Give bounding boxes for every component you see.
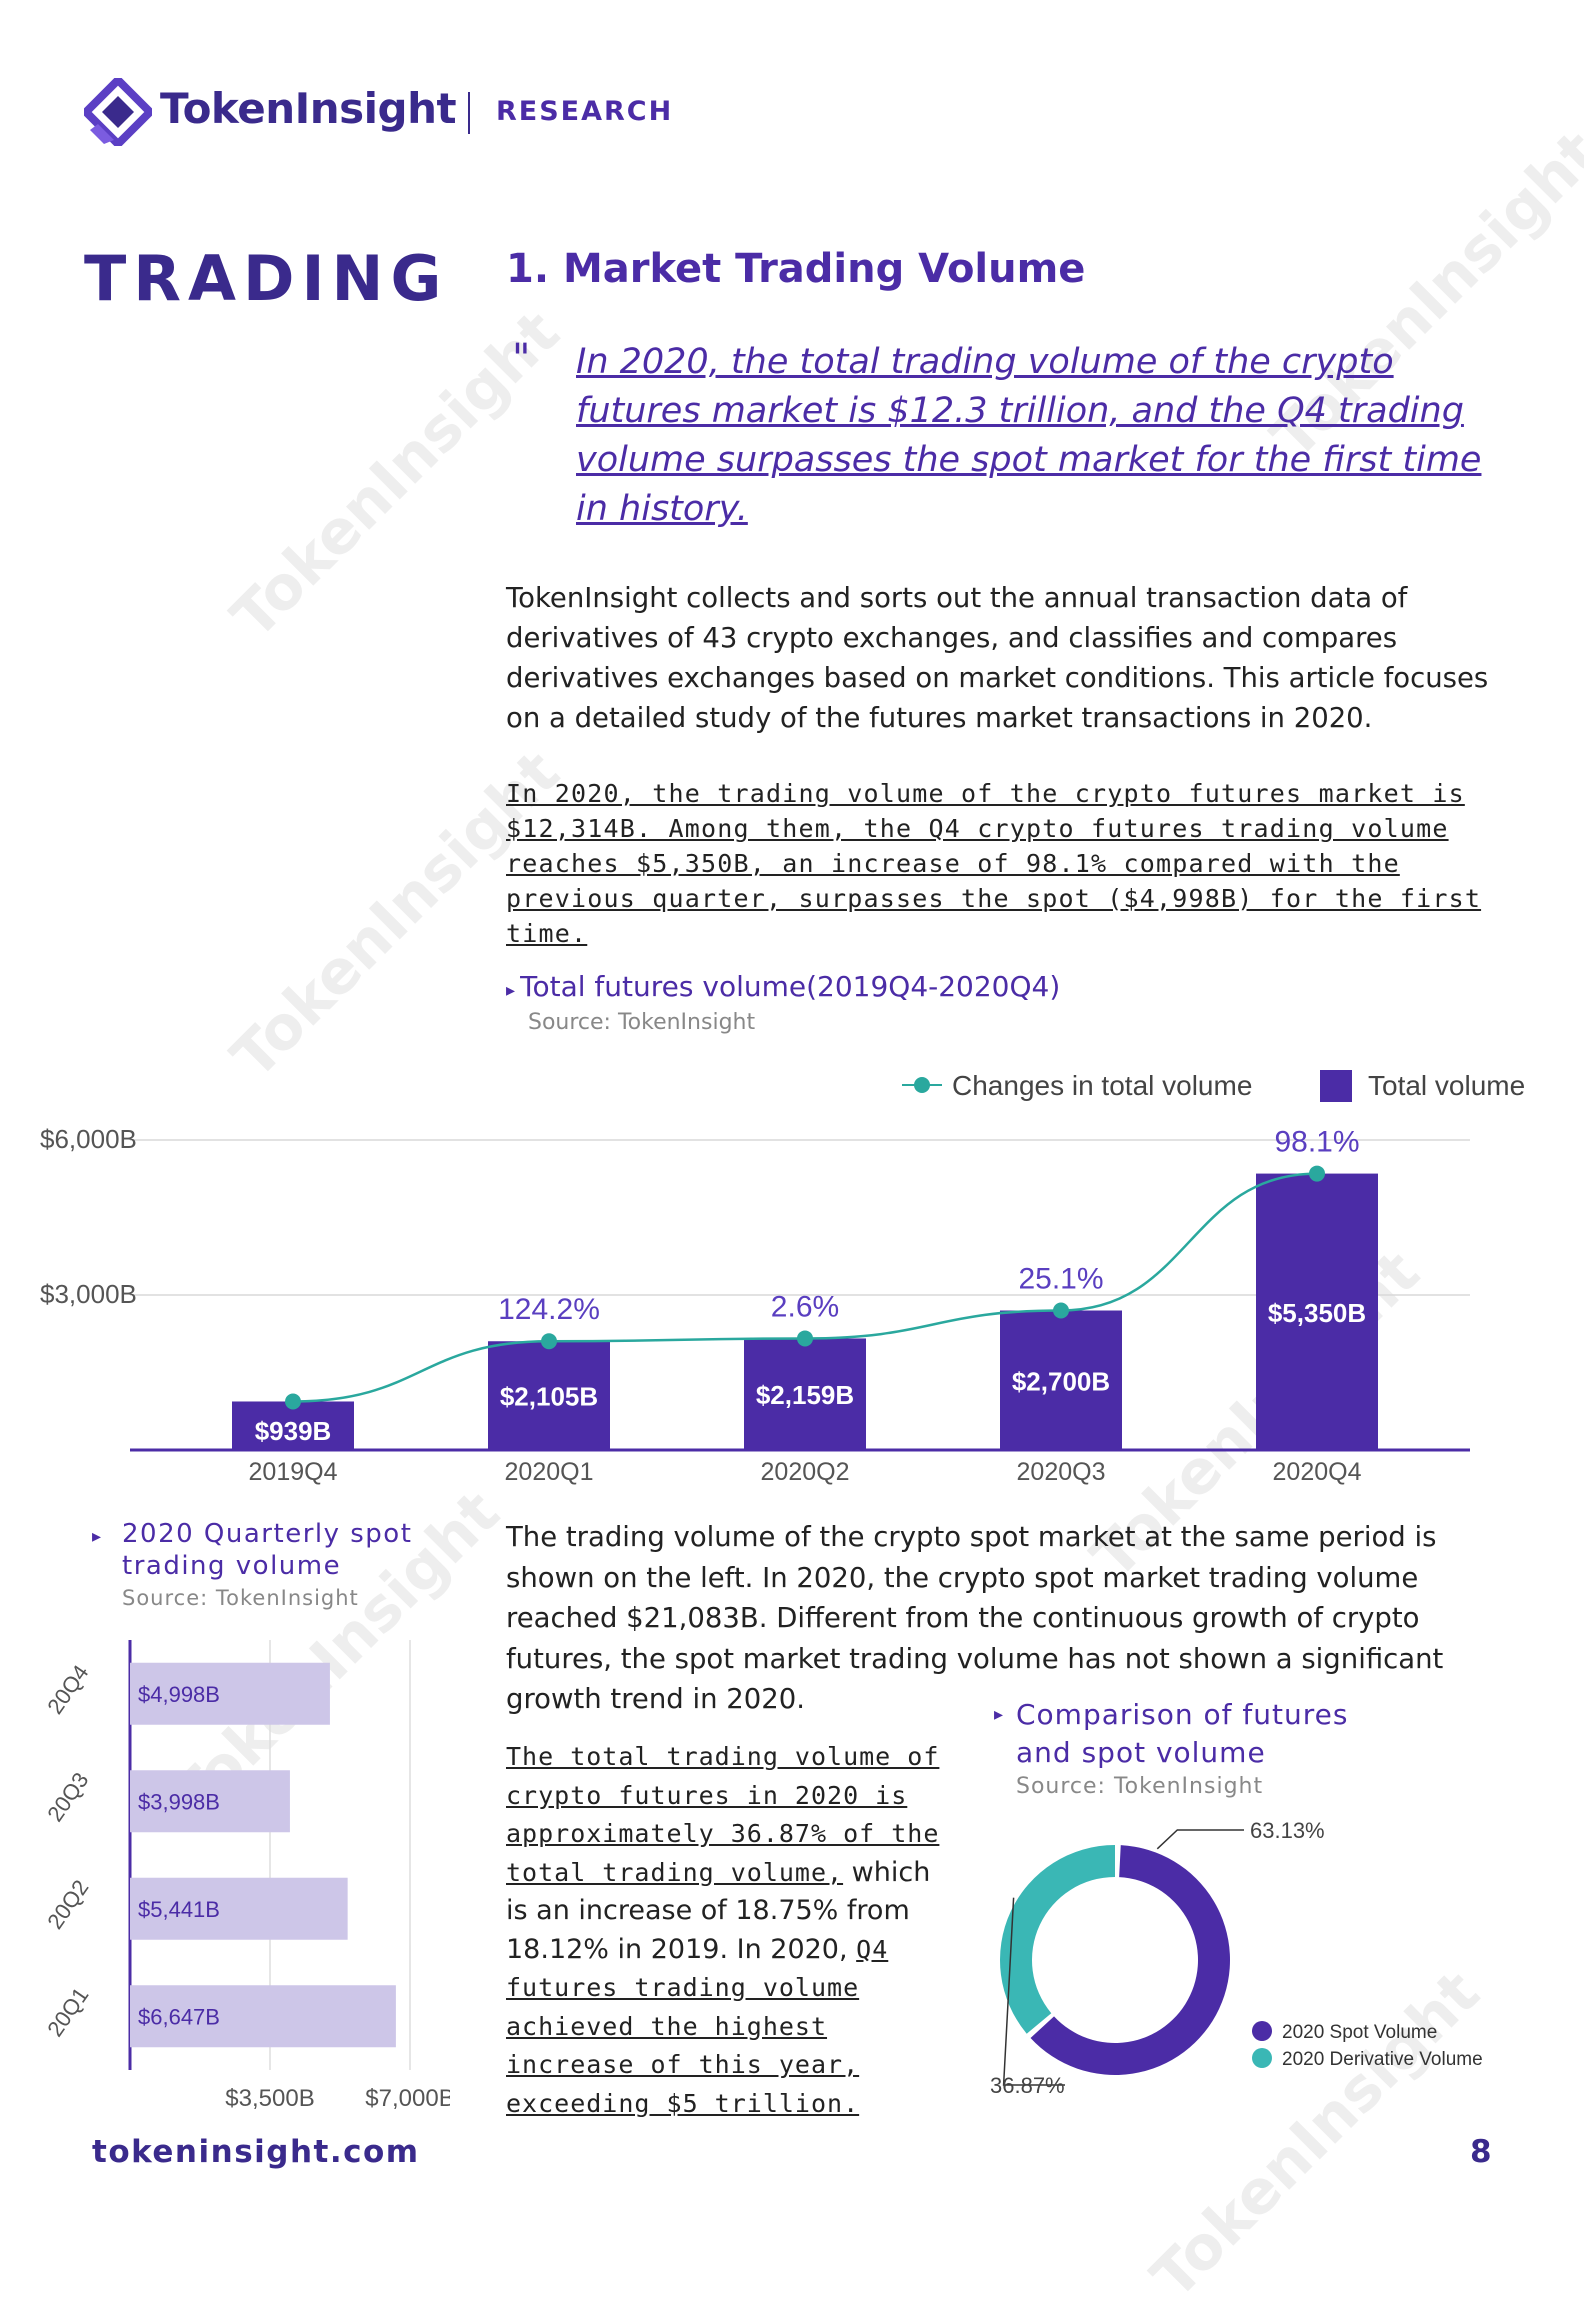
x-tick-label: 2020Q2 (761, 1458, 850, 1486)
y-tick-label: 20Q4 (42, 1660, 93, 1718)
change-value-label: 2.6% (771, 1290, 839, 1323)
intro-paragraph: TokenInsight collects and sorts out the … (506, 582, 1489, 734)
spot-bar (130, 1770, 290, 1833)
futures-bar (232, 1401, 354, 1450)
donut-slice (1030, 1845, 1230, 2075)
spot-bar-label: $4,998B (138, 1682, 220, 1707)
highlight-paragraph: In 2020, the trading volume of the crypt… (506, 779, 1482, 948)
futures-bar (744, 1338, 866, 1450)
legend-label-bar: Total volume (1368, 1070, 1525, 1101)
x-tick-label: 2020Q1 (505, 1458, 594, 1486)
compare-chart-caption: ▸ Comparison of futures and spot volume … (994, 1696, 1394, 1799)
leader-line (1156, 1829, 1244, 1850)
caret-right-icon: ▸ (506, 980, 516, 1001)
section-label: TRADING (84, 242, 449, 315)
brand-subtitle: RESEARCH (496, 96, 674, 127)
quote-mark: " (512, 336, 531, 382)
futures-spot-donut-chart: 63.13% 36.87% 2020 Spot Volume 2020 Deriva… (990, 1818, 1483, 2098)
section-title: 1. Market Trading Volume (506, 246, 1086, 292)
x-tick-label: 2019Q4 (249, 1458, 338, 1486)
comparison-paragraph: The total trading volume of crypto futur… (506, 1738, 946, 2123)
legend-label: 2020 Derivative Volume (1282, 2049, 1483, 2070)
bar-value-label: $2,700B (1012, 1366, 1110, 1396)
comparison-text-2: which is an increase of 18.75% from 18.1… (506, 1856, 931, 1965)
bar-value-label: $2,159B (756, 1380, 854, 1410)
change-point (1309, 1165, 1325, 1182)
y-tick-label: $6,000B (40, 1124, 137, 1154)
change-value-label: 98.1% (1274, 1126, 1359, 1159)
futures-bar (1000, 1310, 1122, 1450)
spot-volume-chart: $3,500B $7,000B $4,998B 20Q4 $3,998B 20Q3 $5,… (42, 1640, 450, 2112)
spot-chart-caption: ▸ 2020 Quarterly spot trading volume Sou… (92, 1518, 472, 1610)
bar-value-label: $2,105B (500, 1382, 598, 1412)
donut-slice (1000, 1845, 1115, 2034)
spot-chart-title: 2020 Quarterly spot trading volume (122, 1519, 413, 1581)
y-tick-label: 20Q3 (42, 1768, 93, 1826)
legend-dot-icon (1252, 2048, 1272, 2068)
x-tick-label: 2020Q3 (1017, 1458, 1106, 1486)
legend-label: 2020 Spot Volume (1282, 2022, 1437, 2043)
change-value-label: 124.2% (498, 1293, 600, 1326)
futures-chart-title: Total futures volume(2019Q4-2020Q4) (520, 970, 1061, 1003)
compare-chart-title: Comparison of futures and spot volume (1016, 1698, 1349, 1769)
spot-bar (130, 1877, 348, 1940)
legend-bar-swatch (1320, 1070, 1352, 1102)
spot-bar-label: $5,441B (138, 1897, 220, 1922)
page-number: 8 (1470, 2134, 1492, 2170)
brand-name: TokenInsight (160, 84, 457, 133)
change-point (285, 1393, 301, 1410)
compare-chart-source: Source: TokenInsight (1016, 1774, 1264, 1799)
futures-chart-source: Source: TokenInsight (528, 1010, 756, 1035)
caret-right-icon: ▸ (92, 1526, 102, 1547)
slice-value-label: 63.13% (1250, 1818, 1325, 1843)
header-divider (468, 92, 470, 134)
spot-bar (130, 1662, 330, 1725)
pull-quote: In 2020, the total trading volume of the… (576, 342, 1482, 529)
bar-value-label: $5,350B (1268, 1298, 1366, 1328)
change-value-label: 25.1% (1018, 1263, 1103, 1296)
y-tick-label: $3,000B (40, 1279, 137, 1309)
spot-bar (130, 1985, 396, 2048)
futures-volume-chart: Changes in total volume Total volume $3,… (40, 1070, 1525, 1486)
spot-chart-source: Source: TokenInsight (122, 1586, 359, 1610)
x-tick-label: $7,000B (365, 2085, 450, 2112)
tokeninsight-logo-icon (84, 78, 152, 146)
slice-value-label: 36.87% (990, 2073, 1065, 2098)
caret-right-icon: ▸ (994, 1704, 1004, 1725)
leader-line (1002, 1897, 1065, 2086)
legend-label-line: Changes in total volume (952, 1070, 1252, 1101)
change-point (541, 1333, 557, 1350)
legend-dot-icon (1252, 2021, 1272, 2041)
spot-market-paragraph: The trading volume of the crypto spot ma… (506, 1521, 1444, 1715)
bar-value-label: $939B (255, 1416, 332, 1446)
x-tick-label: 2020Q4 (1273, 1458, 1362, 1486)
futures-bar (488, 1341, 610, 1450)
futures-chart-caption: ▸ Total futures volume(2019Q4-2020Q4) (506, 970, 1060, 1003)
change-point (797, 1330, 813, 1347)
footer-url[interactable]: tokeninsight.com (92, 2134, 420, 2170)
x-tick-label: $3,500B (225, 2085, 314, 2112)
spot-bar-label: $6,647B (138, 2004, 220, 2029)
comparison-highlight-1: The total trading volume of crypto futur… (506, 1742, 940, 1887)
spot-bar-label: $3,998B (138, 1789, 220, 1814)
y-tick-label: 20Q1 (42, 1983, 93, 2041)
change-point (1053, 1302, 1069, 1319)
comparison-highlight-2: Q4 futures trading volume achieved the h… (506, 1934, 889, 2118)
futures-bar (1256, 1173, 1378, 1450)
chart-legend: Changes in total volume Total volume (902, 1070, 1525, 1102)
y-tick-label: 20Q2 (42, 1875, 93, 1933)
legend-marker-icon (914, 1077, 930, 1093)
